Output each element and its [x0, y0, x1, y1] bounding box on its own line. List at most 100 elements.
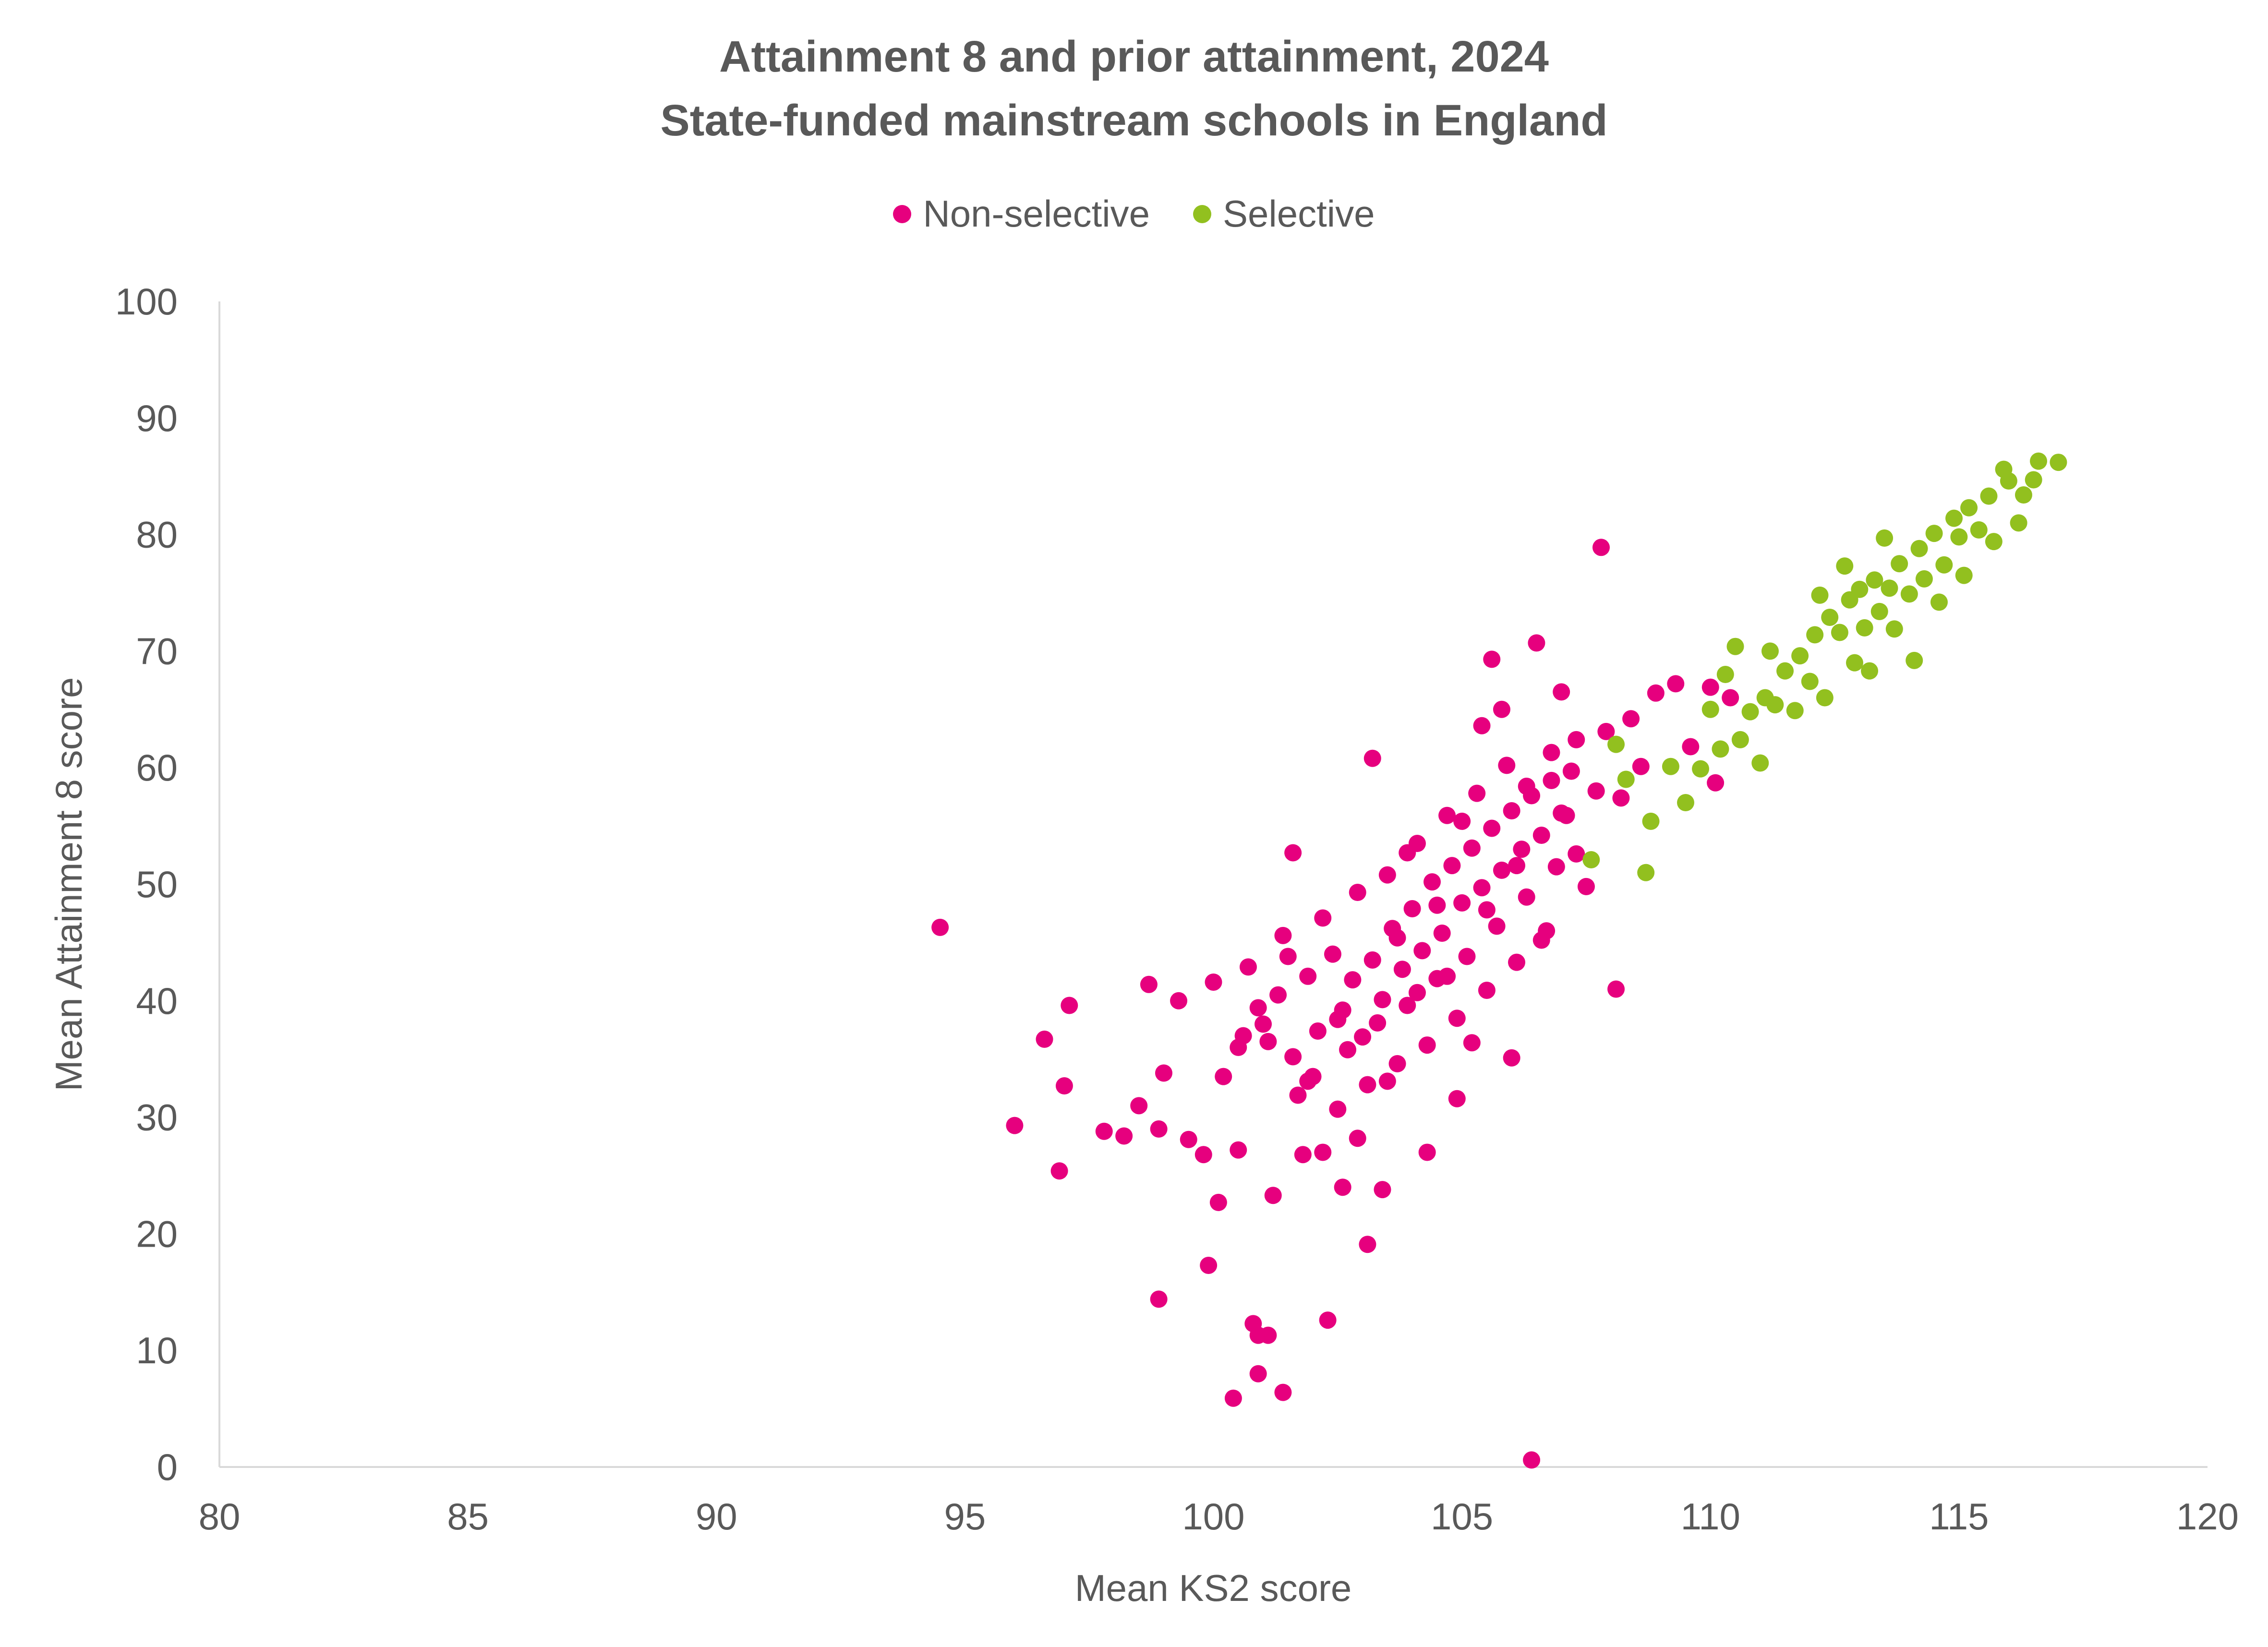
- data-point: [1960, 499, 1978, 517]
- data-point: [1424, 873, 1441, 891]
- x-tick-label: 105: [1431, 1495, 1493, 1538]
- data-point: [1194, 1146, 1212, 1164]
- data-point: [1443, 857, 1461, 875]
- data-point: [1408, 984, 1426, 1001]
- data-point: [1726, 637, 1744, 655]
- data-point: [1647, 684, 1665, 702]
- data-point: [1493, 861, 1510, 879]
- data-point: [1766, 696, 1784, 714]
- data-point: [1294, 1146, 1312, 1164]
- data-point: [1761, 642, 1779, 660]
- data-point: [1478, 981, 1496, 999]
- data-point: [1543, 771, 1560, 789]
- data-point: [1413, 942, 1431, 960]
- data-point: [1264, 1187, 1282, 1204]
- data-point: [1478, 901, 1496, 919]
- data-point: [1930, 593, 1948, 611]
- data-point: [1885, 620, 1903, 638]
- chart-subtitle: State-funded mainstream schools in Engla…: [660, 96, 1608, 145]
- data-point: [1632, 757, 1650, 775]
- data-point: [1701, 678, 1719, 696]
- data-point: [1274, 926, 1292, 944]
- data-point: [1319, 1311, 1337, 1329]
- series-non-selective: [931, 539, 1739, 1469]
- data-point: [1955, 566, 1973, 584]
- data-point: [1433, 924, 1451, 942]
- data-point: [1274, 1383, 1292, 1401]
- data-point: [1115, 1127, 1133, 1145]
- legend-marker-non-selective: [893, 204, 912, 223]
- data-point: [1592, 539, 1610, 556]
- data-point: [1821, 608, 1839, 626]
- data-point: [1259, 1033, 1277, 1050]
- data-point: [1150, 1290, 1168, 1308]
- y-tick-label: 30: [136, 1096, 178, 1139]
- data-point: [1553, 804, 1570, 822]
- data-point: [1463, 839, 1481, 857]
- data-point: [1891, 555, 1908, 573]
- data-point: [2000, 472, 2017, 490]
- data-point: [1259, 1326, 1277, 1344]
- data-point: [1876, 529, 1894, 547]
- data-point: [1831, 624, 1848, 641]
- x-tick-label: 120: [2176, 1495, 2239, 1538]
- legend: Non-selective Selective: [0, 192, 2268, 236]
- data-point: [1538, 922, 1556, 940]
- data-point: [1230, 1141, 1247, 1159]
- data-point: [1314, 909, 1332, 927]
- legend-label-non-selective: Non-selective: [923, 192, 1150, 235]
- data-point: [1209, 1193, 1227, 1211]
- data-point: [2015, 486, 2032, 504]
- data-point: [1915, 570, 1933, 588]
- data-point: [1642, 812, 1660, 830]
- data-point: [1334, 1001, 1351, 1019]
- data-point: [1488, 917, 1506, 935]
- data-point: [1508, 953, 1526, 971]
- x-tick-label: 85: [447, 1495, 489, 1538]
- y-tick-labels: 0 10 20 30 40 50 60 70 80 90 100: [115, 280, 178, 1488]
- data-point: [1870, 602, 1888, 620]
- data-point: [1985, 533, 2003, 551]
- data-point: [1418, 1036, 1436, 1054]
- data-point: [1607, 735, 1625, 753]
- data-point: [1513, 841, 1531, 858]
- data-point: [1334, 1178, 1351, 1196]
- data-point: [1239, 958, 1257, 976]
- points-layer: [931, 452, 2067, 1469]
- data-point: [1130, 1097, 1148, 1115]
- data-point: [1707, 774, 1725, 792]
- data-point: [1508, 857, 1526, 875]
- data-point: [1255, 1015, 1272, 1033]
- data-point: [1363, 951, 1381, 969]
- data-point: [1851, 580, 1869, 598]
- data-point: [1861, 662, 1879, 680]
- data-point: [1856, 619, 1873, 637]
- data-point: [1722, 689, 1739, 707]
- data-point: [1910, 540, 1928, 557]
- data-point: [1374, 1181, 1391, 1199]
- data-point: [1428, 896, 1446, 914]
- data-point: [1970, 521, 1988, 539]
- data-point: [1503, 1049, 1520, 1067]
- data-point: [1378, 866, 1396, 884]
- data-point: [1155, 1064, 1172, 1082]
- y-tick-label: 100: [115, 280, 178, 323]
- data-point: [1532, 827, 1550, 844]
- data-point: [1980, 487, 1998, 505]
- data-point: [1170, 992, 1188, 1010]
- data-point: [1224, 1389, 1242, 1407]
- data-point: [1866, 571, 1883, 589]
- data-point: [1677, 794, 1694, 812]
- data-point: [1741, 703, 1759, 721]
- x-tick-label: 95: [944, 1495, 986, 1538]
- data-point: [1468, 784, 1486, 802]
- data-point: [1309, 1022, 1327, 1040]
- y-tick-label: 10: [136, 1329, 178, 1371]
- data-point: [2025, 471, 2042, 489]
- data-point: [931, 918, 949, 936]
- data-point: [1200, 1256, 1218, 1274]
- data-point: [1483, 650, 1501, 668]
- data-point: [1473, 717, 1491, 734]
- data-point: [1408, 835, 1426, 853]
- data-point: [1354, 1028, 1372, 1046]
